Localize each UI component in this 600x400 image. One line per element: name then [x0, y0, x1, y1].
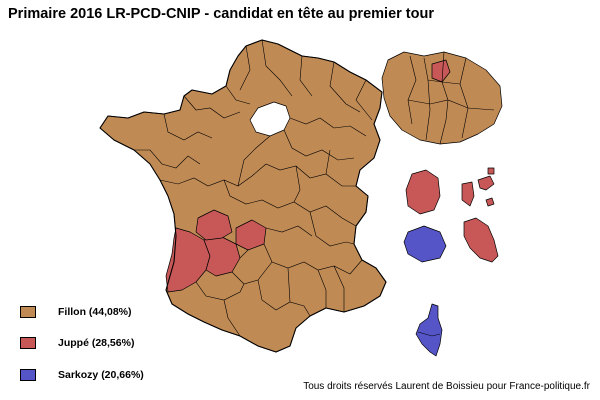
overseas-dot: [487, 167, 495, 175]
legend-swatch-fillon: [20, 306, 36, 318]
legend-item-fillon: Fillon (44,08%): [20, 306, 132, 318]
legend-label-juppe: Juppé (28,56%): [58, 337, 135, 349]
ile-de-france-borders: [407, 51, 495, 145]
corsica: [415, 303, 443, 357]
juppe-southwest: [165, 227, 211, 293]
metropolitan-outline: [99, 39, 387, 353]
overseas-reunion: [403, 225, 447, 263]
legend-item-sarkozy: Sarkozy (20,66%): [20, 369, 144, 381]
department-borders: [134, 39, 373, 337]
legend-item-juppe: Juppé (28,56%): [20, 337, 134, 349]
overseas-guyane: [463, 217, 499, 263]
ile-de-france-inset: [381, 51, 503, 145]
legend-label-sarkozy: Sarkozy (20,66%): [58, 369, 144, 381]
map-title: Primaire 2016 LR-PCD-CNIP - candidat en …: [8, 6, 434, 22]
legend-swatch-juppe: [20, 337, 36, 349]
legend-label-fillon: Fillon (44,08%): [58, 306, 132, 318]
overseas-dot-2: [485, 197, 495, 207]
legend-swatch-sarkozy: [20, 369, 36, 381]
corsica-border: [417, 331, 441, 337]
metropolitan-france: [99, 39, 387, 353]
juppe-haute-vienne: [195, 209, 233, 241]
overseas-guadeloupe: [405, 169, 441, 215]
overseas-saint-pierre: [477, 175, 495, 191]
copyright-credit: Tous droits réservés Laurent de Boissieu…: [303, 381, 590, 392]
overseas-martinique: [461, 181, 475, 207]
